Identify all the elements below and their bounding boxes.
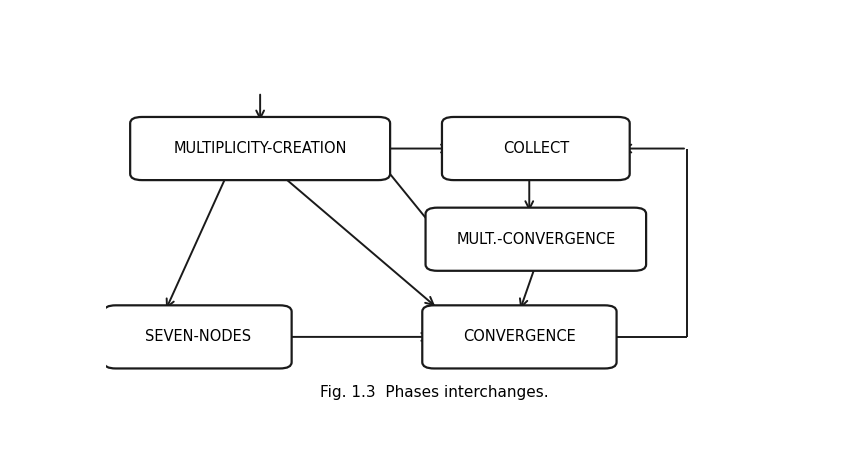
FancyBboxPatch shape	[104, 305, 291, 368]
FancyBboxPatch shape	[423, 305, 617, 368]
FancyBboxPatch shape	[442, 117, 629, 180]
FancyBboxPatch shape	[425, 207, 646, 271]
Text: Fig. 1.3  Phases interchanges.: Fig. 1.3 Phases interchanges.	[320, 385, 548, 400]
Text: SEVEN-NODES: SEVEN-NODES	[145, 329, 251, 344]
Text: MULTIPLICITY-CREATION: MULTIPLICITY-CREATION	[174, 141, 347, 156]
Text: CONVERGENCE: CONVERGENCE	[463, 329, 576, 344]
FancyBboxPatch shape	[130, 117, 390, 180]
Text: COLLECT: COLLECT	[503, 141, 569, 156]
Text: MULT.-CONVERGENCE: MULT.-CONVERGENCE	[457, 232, 616, 247]
